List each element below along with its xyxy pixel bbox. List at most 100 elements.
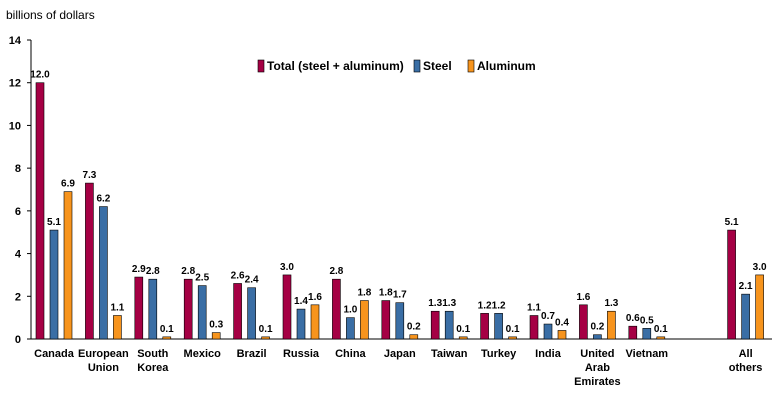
data-label: 1.3 (442, 298, 456, 309)
data-label: 0.1 (160, 324, 174, 335)
bar (49, 229, 59, 340)
data-label: 1.6 (308, 292, 322, 303)
data-label: 2.1 (739, 281, 753, 292)
x-tick-label: Vietnam (626, 348, 669, 360)
x-tick-label: Canada (34, 348, 75, 360)
bar (593, 334, 602, 340)
data-label: 2.4 (245, 275, 259, 286)
data-label: 1.2 (492, 300, 506, 311)
bar (628, 325, 638, 340)
bar (508, 336, 517, 340)
bar (480, 313, 489, 340)
data-label: 0.1 (654, 324, 668, 335)
legend-entry: Total (steel + aluminum) (267, 59, 404, 73)
bar (579, 304, 588, 340)
bars (35, 82, 764, 340)
data-label: 1.7 (393, 290, 407, 301)
y-tick-label: 12 (9, 78, 21, 90)
x-tick-label: Union (88, 362, 119, 374)
y-tick-label: 2 (15, 291, 21, 303)
bar (444, 310, 454, 340)
bar (197, 285, 207, 340)
legend: Total (steel + aluminum) Steel Aluminum (257, 59, 536, 73)
legend-swatch (467, 59, 475, 73)
data-label: 3.0 (280, 262, 294, 273)
bar (233, 283, 242, 340)
x-tick-label: United (580, 348, 614, 360)
x-tick-label: Mexico (184, 348, 222, 360)
data-label: 2.9 (132, 264, 146, 275)
bar (211, 332, 221, 340)
data-label: 2.6 (231, 270, 245, 281)
legend-swatch (257, 59, 265, 73)
bar (332, 278, 341, 340)
data-label: 6.9 (61, 179, 75, 190)
x-tick-label: Emirates (574, 376, 620, 388)
y-axis-label: billions of dollars (6, 8, 95, 22)
bar (557, 330, 567, 340)
x-tick-label: Taiwan (431, 348, 468, 360)
bar (261, 336, 270, 340)
bar (755, 274, 764, 340)
bar (35, 82, 45, 340)
data-label: 1.6 (576, 292, 590, 303)
data-label: 6.2 (96, 194, 110, 205)
data-label: 1.4 (294, 296, 308, 307)
bar (63, 191, 73, 340)
bar (430, 310, 440, 340)
bar (296, 308, 306, 340)
y-tick-label: 10 (9, 120, 21, 132)
x-tick-label: Japan (384, 348, 416, 360)
y-tick-label: 6 (15, 206, 21, 218)
bar (310, 304, 320, 340)
bar (409, 334, 419, 340)
data-label: 0.3 (209, 320, 223, 331)
bar (656, 336, 666, 340)
bar (529, 315, 539, 340)
x-tick-label: European (78, 348, 129, 360)
bar (727, 229, 736, 340)
bar (360, 300, 369, 340)
bar (282, 274, 292, 340)
data-label: 1.1 (527, 303, 541, 314)
data-label: 3.0 (753, 262, 767, 273)
bar (99, 206, 108, 340)
legend-swatch (413, 59, 421, 73)
bar (247, 287, 256, 340)
legend-entry: Steel (423, 59, 452, 73)
data-label: 1.2 (478, 300, 492, 311)
data-label: 7.3 (82, 170, 96, 181)
bar (607, 310, 616, 340)
bar (543, 323, 553, 340)
data-label: 0.1 (506, 324, 520, 335)
data-labels: 12.05.16.97.36.21.12.9 2.80.12.82.50.32.6… (30, 70, 767, 335)
y-tick-label: 14 (9, 35, 22, 47)
data-label: 0.2 (407, 322, 421, 333)
bar (381, 300, 391, 340)
bar (113, 315, 122, 340)
data-label: 0.5 (640, 315, 654, 326)
data-label: 1.1 (110, 303, 124, 314)
data-label: 1.8 (357, 288, 371, 299)
x-tick-label: India (535, 348, 562, 360)
data-label: 0.6 (626, 313, 640, 324)
data-label: 1.0 (343, 305, 357, 316)
data-label: 0.2 (590, 322, 604, 333)
data-label: 1.8 (379, 288, 393, 299)
category-labels: Canada European Union South Korea Mexico Brazi… (34, 348, 762, 388)
y-tick-label: 4 (15, 249, 22, 261)
x-tick-label: Korea (137, 362, 169, 374)
data-label: 12.0 (30, 70, 50, 81)
y-tick-label: 8 (15, 163, 21, 175)
bar (458, 336, 468, 340)
data-label: 1.3 (428, 298, 442, 309)
legend-entry: Aluminum (477, 59, 536, 73)
data-label: 0.7 (541, 311, 555, 322)
bar (642, 328, 652, 340)
x-tick-label: China (335, 348, 366, 360)
bar (741, 293, 750, 340)
axes: 0 2 4 6 8 10 12 14 (9, 35, 772, 346)
bar (183, 278, 193, 340)
data-label: 2.8 (329, 266, 343, 277)
